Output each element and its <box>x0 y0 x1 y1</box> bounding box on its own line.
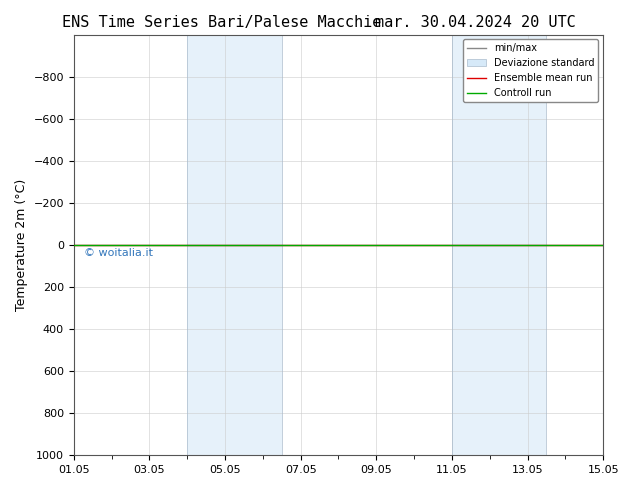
Y-axis label: Temperature 2m (°C): Temperature 2m (°C) <box>15 179 28 311</box>
Text: © woitalia.it: © woitalia.it <box>84 248 153 258</box>
Bar <box>187 35 281 455</box>
Legend: min/max, Deviazione standard, Ensemble mean run, Controll run: min/max, Deviazione standard, Ensemble m… <box>463 40 598 102</box>
Text: ENS Time Series Bari/Palese Macchie: ENS Time Series Bari/Palese Macchie <box>62 15 382 30</box>
Bar <box>452 35 547 455</box>
Text: mar. 30.04.2024 20 UTC: mar. 30.04.2024 20 UTC <box>375 15 576 30</box>
